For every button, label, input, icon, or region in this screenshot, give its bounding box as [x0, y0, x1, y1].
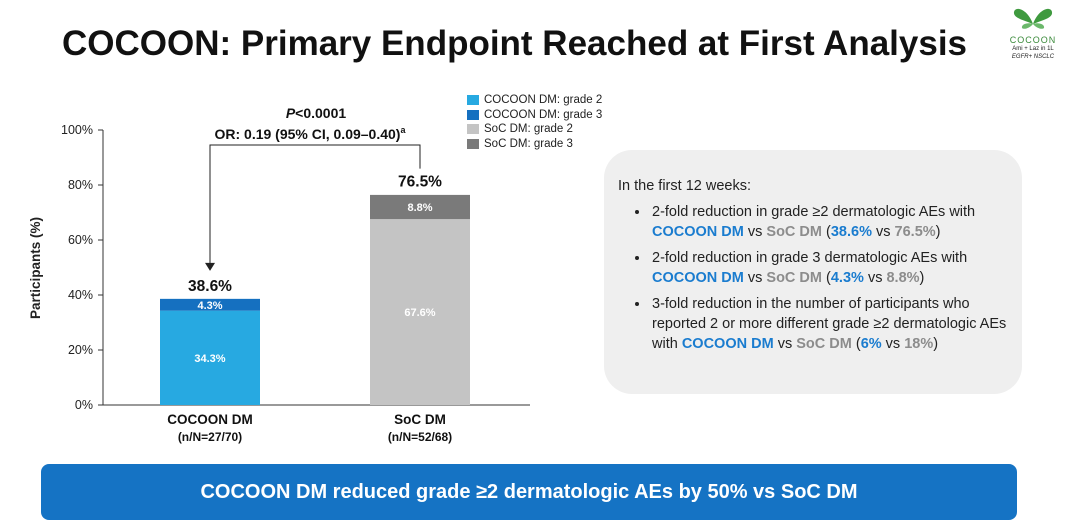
y-axis-label: Participants (%) [28, 217, 43, 319]
legend-label: SoC DM: grade 3 [484, 137, 573, 150]
finding-3: 3-fold reduction in the number of partic… [650, 294, 1022, 354]
segment-label: 8.8% [407, 202, 432, 214]
cocoon-value: 38.6% [830, 224, 872, 240]
y-tick-label: 80% [68, 178, 93, 192]
y-tick-label: 20% [68, 343, 93, 357]
slide-title: COCOON: Primary Endpoint Reached at Firs… [62, 24, 968, 63]
legend-item-soc-g3: SoC DM: grade 3 [467, 137, 602, 152]
legend-label: COCOON DM: grade 2 [484, 94, 603, 107]
findings-list: 2-fold reduction in grade ≥2 dermatologi… [628, 202, 1022, 360]
text: ) [919, 270, 925, 286]
text: ( [822, 224, 831, 240]
legend-swatch [467, 95, 479, 106]
conclusion-banner: COCOON DM reduced grade ≥2 dermatologic … [41, 464, 1017, 520]
total-label: 76.5% [398, 174, 442, 191]
legend-item-cocoon-g3: COCOON DM: grade 3 [467, 108, 602, 123]
soc-label: SoC DM [796, 336, 852, 352]
y-tick-label: 60% [68, 233, 93, 247]
stacked-bar-chart: 0% 20% 40% 60% 80% 100% Participants (%) 34.3% 4… [28, 105, 530, 444]
logo-line2: EGFR+ NSCLC [1011, 54, 1055, 60]
odds-ratio-label: OR: 0.19 (95% CI, 0.09–0.40)a [214, 125, 406, 142]
soc-label: SoC DM [766, 224, 822, 240]
legend-swatch [467, 124, 479, 135]
bar-cocoon-grade3 [160, 298, 260, 311]
bar-cocoon-grade2 [160, 310, 260, 405]
segment-label: 34.3% [194, 353, 225, 365]
cocoon-logo: COCOON Ami + Laz in 1L EGFR+ NSCLC [1005, 4, 1061, 66]
cocoon-label: COCOON DM [681, 336, 774, 352]
legend-label: COCOON DM: grade 3 [484, 108, 603, 121]
logo-name: COCOON [1009, 35, 1057, 45]
soc-value: 18% [904, 336, 934, 352]
text: vs [773, 336, 797, 352]
text: vs [863, 270, 887, 286]
text: 3-fold reduction in the number of partic… [652, 296, 1007, 352]
segment-label: 4.3% [197, 300, 222, 312]
bracket-arrowhead [205, 262, 215, 271]
y-tick-label: 0% [75, 398, 93, 412]
legend-item-soc-g2: SoC DM: grade 2 [467, 122, 602, 137]
bar-soc-grade3 [370, 194, 470, 220]
y-tick-label: 100% [61, 123, 93, 137]
text: vs [743, 224, 767, 240]
text: ( [822, 270, 831, 286]
text: vs [743, 270, 767, 286]
p-value-label: P<0.0001 [286, 105, 347, 121]
finding-1: 2-fold reduction in grade ≥2 dermatologi… [650, 202, 1022, 242]
soc-value: 8.8% [886, 270, 920, 286]
category-sublabel: (n/N=52/68) [388, 430, 452, 444]
findings-lead: In the first 12 weeks: [618, 178, 751, 194]
category-sublabel: (n/N=27/70) [178, 430, 242, 444]
bar-soc-grade2 [370, 219, 470, 405]
soc-label: SoC DM [766, 270, 822, 286]
key-findings-box: In the first 12 weeks: 2-fold reduction … [604, 150, 1022, 394]
cocoon-value: 4.3% [830, 270, 864, 286]
total-label: 38.6% [188, 278, 232, 295]
comparison-bracket [209, 144, 421, 265]
chart-legend: COCOON DM: grade 2 COCOON DM: grade 3 So… [467, 93, 602, 151]
text: ) [935, 224, 941, 240]
category-label: SoC DM [394, 412, 446, 427]
text: 2-fold reduction in grade 3 dermatologic… [652, 250, 968, 266]
legend-item-cocoon-g2: COCOON DM: grade 2 [467, 93, 602, 108]
cocoon-value: 6% [860, 336, 882, 352]
category-label: COCOON DM [167, 412, 253, 427]
text: ( [851, 336, 861, 352]
legend-label: SoC DM: grade 2 [484, 123, 573, 136]
segment-label: 67.6% [404, 307, 435, 319]
soc-value: 76.5% [894, 224, 936, 240]
text: vs [881, 336, 905, 352]
cocoon-label: COCOON DM [652, 224, 744, 240]
butterfly-icon [1013, 8, 1053, 29]
cocoon-label: COCOON DM [652, 270, 744, 286]
text: ) [933, 336, 939, 352]
legend-swatch [467, 138, 479, 149]
y-tick-label: 40% [68, 288, 93, 302]
legend-swatch [467, 109, 479, 120]
finding-2: 2-fold reduction in grade 3 dermatologic… [650, 248, 1022, 288]
text: vs [871, 224, 895, 240]
text: 2-fold reduction in grade ≥2 dermatologi… [652, 204, 976, 220]
logo-line1: Ami + Laz in 1L [1012, 46, 1054, 52]
